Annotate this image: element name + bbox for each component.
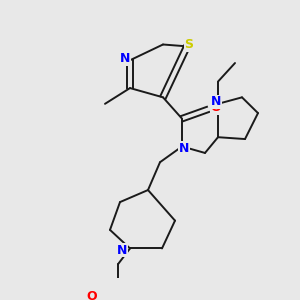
Text: N: N [117, 244, 127, 257]
Text: N: N [211, 95, 221, 109]
Text: N: N [120, 52, 130, 65]
Text: N: N [179, 142, 189, 155]
Text: S: S [184, 38, 194, 51]
Text: O: O [87, 290, 97, 300]
Text: O: O [211, 101, 221, 114]
